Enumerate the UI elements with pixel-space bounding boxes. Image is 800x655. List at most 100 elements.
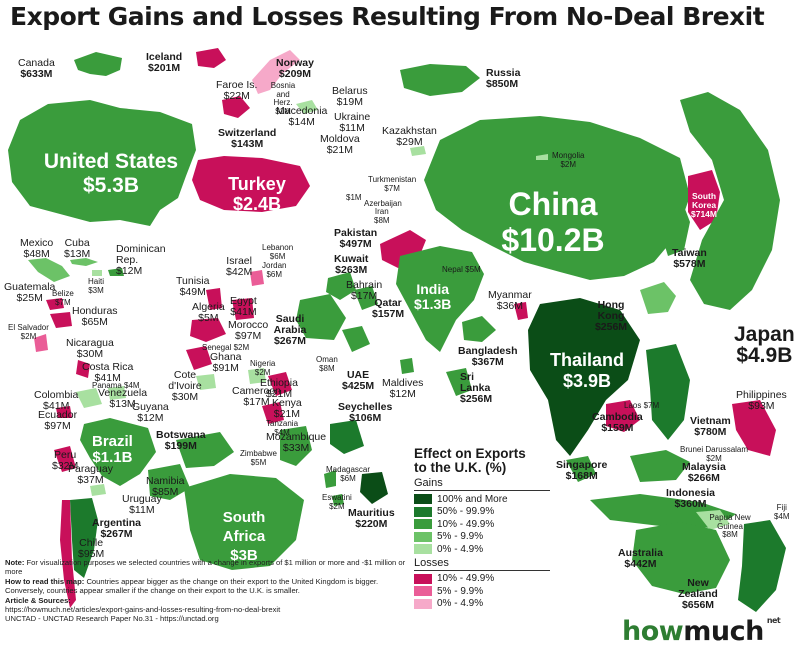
label-colombia: Colombia $41M: [34, 389, 79, 412]
israel-shape: [250, 270, 264, 286]
label-venezuela: Venezuela $13M: [98, 387, 148, 410]
haiti-shape: [92, 270, 102, 276]
mozambique-shape: [280, 426, 312, 466]
label-hong-kong: Hong Kong $256M: [594, 299, 628, 333]
label-sri-lanka: Sri Lanka $256M: [460, 371, 493, 405]
label-vietnam: Vietnam $780M: [690, 415, 731, 438]
label-turkmenistan: Turkmenistan $7M: [368, 175, 417, 193]
label-malaysia: Malaysia $266M: [682, 461, 726, 484]
label-maldives: Maldives $12M: [382, 377, 424, 400]
botswana-shape: [176, 432, 234, 468]
legend-losses-label: Losses: [414, 557, 550, 571]
label-saudi-arabia: Saudi Arabia $267M: [273, 313, 307, 347]
label-paraguay: Paraguay $37M: [68, 463, 113, 486]
switzerland-shape: [222, 96, 250, 118]
legend-gain-100: 100% and More: [414, 493, 550, 506]
label-kenya: Kenya $21M: [272, 397, 302, 420]
label-jordan: Jordan $6M: [262, 261, 287, 279]
ethiopia-shape: [268, 372, 292, 396]
label-pakistan: Pakistan $497M: [334, 227, 378, 250]
legend-loss-10: 10% - 49.9%: [414, 573, 550, 586]
label-ghana: Ghana $91M: [210, 351, 242, 374]
label-guatemala: Guatemala $25M: [4, 281, 56, 304]
paraguay-shape: [90, 484, 106, 496]
brazil-shape: [80, 418, 156, 486]
label-turkey: Turkey $2.4B: [228, 174, 286, 214]
label-thailand: Thailand $3.9B: [550, 350, 625, 391]
iceland-shape: [196, 48, 226, 68]
new-zealand-shape: [738, 520, 786, 612]
label-brunei: Brunei Darussalam $2M: [680, 445, 749, 463]
bangladesh-shape: [462, 316, 496, 342]
cambodia-shape: [606, 400, 640, 432]
kuwait-shape: [326, 272, 356, 300]
sources-label: Article & Sources:: [5, 595, 71, 605]
namibia-shape: [148, 464, 190, 500]
label-mongolia: Mongolia $2M: [552, 151, 585, 169]
label-panama: Panama $4M: [92, 381, 140, 390]
label-cote-divoire: Cote d'Ivoire $30M: [168, 369, 202, 403]
label-botswana: Botswana $199M: [156, 429, 206, 452]
kazakhstan-shape: [410, 146, 426, 156]
india-shape: [396, 246, 484, 352]
label-south-korea: South Korea $714M: [691, 191, 717, 219]
label-cambodia: Cambodia $159M: [592, 411, 643, 434]
label-ecuador: Ecuador $97M: [38, 409, 78, 432]
russia-shape: [400, 64, 480, 96]
cameroon-shape: [248, 368, 266, 384]
label-dominican-rep: Dominican Rep. $12M: [116, 243, 166, 277]
label-seychelles: Seychelles $106M: [338, 401, 393, 424]
label-singapore: Singapore $168M: [556, 459, 608, 482]
label-honduras: Honduras $65M: [72, 305, 118, 328]
nicaragua-shape: [34, 334, 48, 352]
legend-title-line2: to the U.K. (%): [414, 460, 507, 475]
label-argentina: Argentina $267M: [92, 517, 142, 540]
label-israel: Israel $42M: [226, 255, 253, 278]
howmuch-logo: howmuch net: [622, 616, 781, 647]
ghana-shape: [186, 346, 212, 370]
seychelles-shape: [330, 420, 364, 454]
legend-gain-50: 50% - 99.9%: [414, 506, 550, 519]
label-china: China $10.2B: [501, 186, 605, 258]
label-nicaragua: Nicaragua $30M: [66, 337, 114, 360]
label-lebanon: Lebanon $6M: [262, 243, 294, 261]
label-azerbaijan: Azerbaijan: [364, 199, 402, 208]
legend-gain-0: 0% - 4.9%: [414, 543, 550, 556]
label-moldova: Moldova $21M: [320, 133, 360, 156]
label-taiwan: Taiwan $578M: [672, 247, 707, 270]
eswatini-shape: [332, 494, 344, 506]
cote-divoire-shape: [196, 374, 216, 390]
label-bahrain: Bahrain $17M: [346, 279, 383, 302]
hong-kong-shape: [640, 282, 676, 314]
label-ukraine: Ukraine $11M: [334, 111, 371, 134]
south-africa-shape: [184, 474, 304, 570]
myanmar-shape: [514, 302, 528, 320]
legend: Effect on Exports to the U.K. (%) Gains 1…: [414, 447, 550, 610]
argentina-shape: [70, 498, 98, 578]
legend-gains-label: Gains: [414, 477, 550, 491]
label-unnamed-1m: $1M: [346, 193, 362, 202]
notes-block: Note: For visualization purposes we sele…: [5, 558, 415, 624]
label-namibia: Namibia $85M: [146, 475, 185, 498]
legend-gain-10: 10% - 49.9%: [414, 518, 550, 531]
label-iran: Iran $8M: [374, 207, 390, 225]
peru-shape: [54, 446, 76, 472]
label-el-salvador: El Salvador $2M: [8, 323, 49, 341]
label-belarus: Belarus $19M: [332, 85, 368, 108]
source-link-2[interactable]: UNCTAD - UNCTAD Research Paper No.31 - h…: [5, 614, 219, 624]
cuba-shape: [70, 258, 98, 266]
source-link-1[interactable]: https://howmuch.net/articles/export-gain…: [5, 605, 281, 615]
label-myanmar: Myanmar $36M: [488, 289, 532, 312]
label-chile: Chile $95M: [78, 537, 105, 560]
label-switzerland: Switzerland $143M: [218, 127, 277, 150]
label-mozambique: Mozambique $33M: [266, 431, 327, 454]
mexico-shape: [28, 258, 70, 282]
note-text: Note: For visualization purposes we sele…: [5, 558, 406, 577]
indonesia-shape: [590, 494, 736, 528]
label-australia: Australia $442M: [618, 547, 663, 570]
label-united-states: United States $5.3B: [43, 150, 179, 197]
label-tunisia: Tunisia $49M: [176, 275, 210, 298]
ecuador-shape: [56, 406, 72, 418]
tunisia-shape: [206, 288, 222, 310]
